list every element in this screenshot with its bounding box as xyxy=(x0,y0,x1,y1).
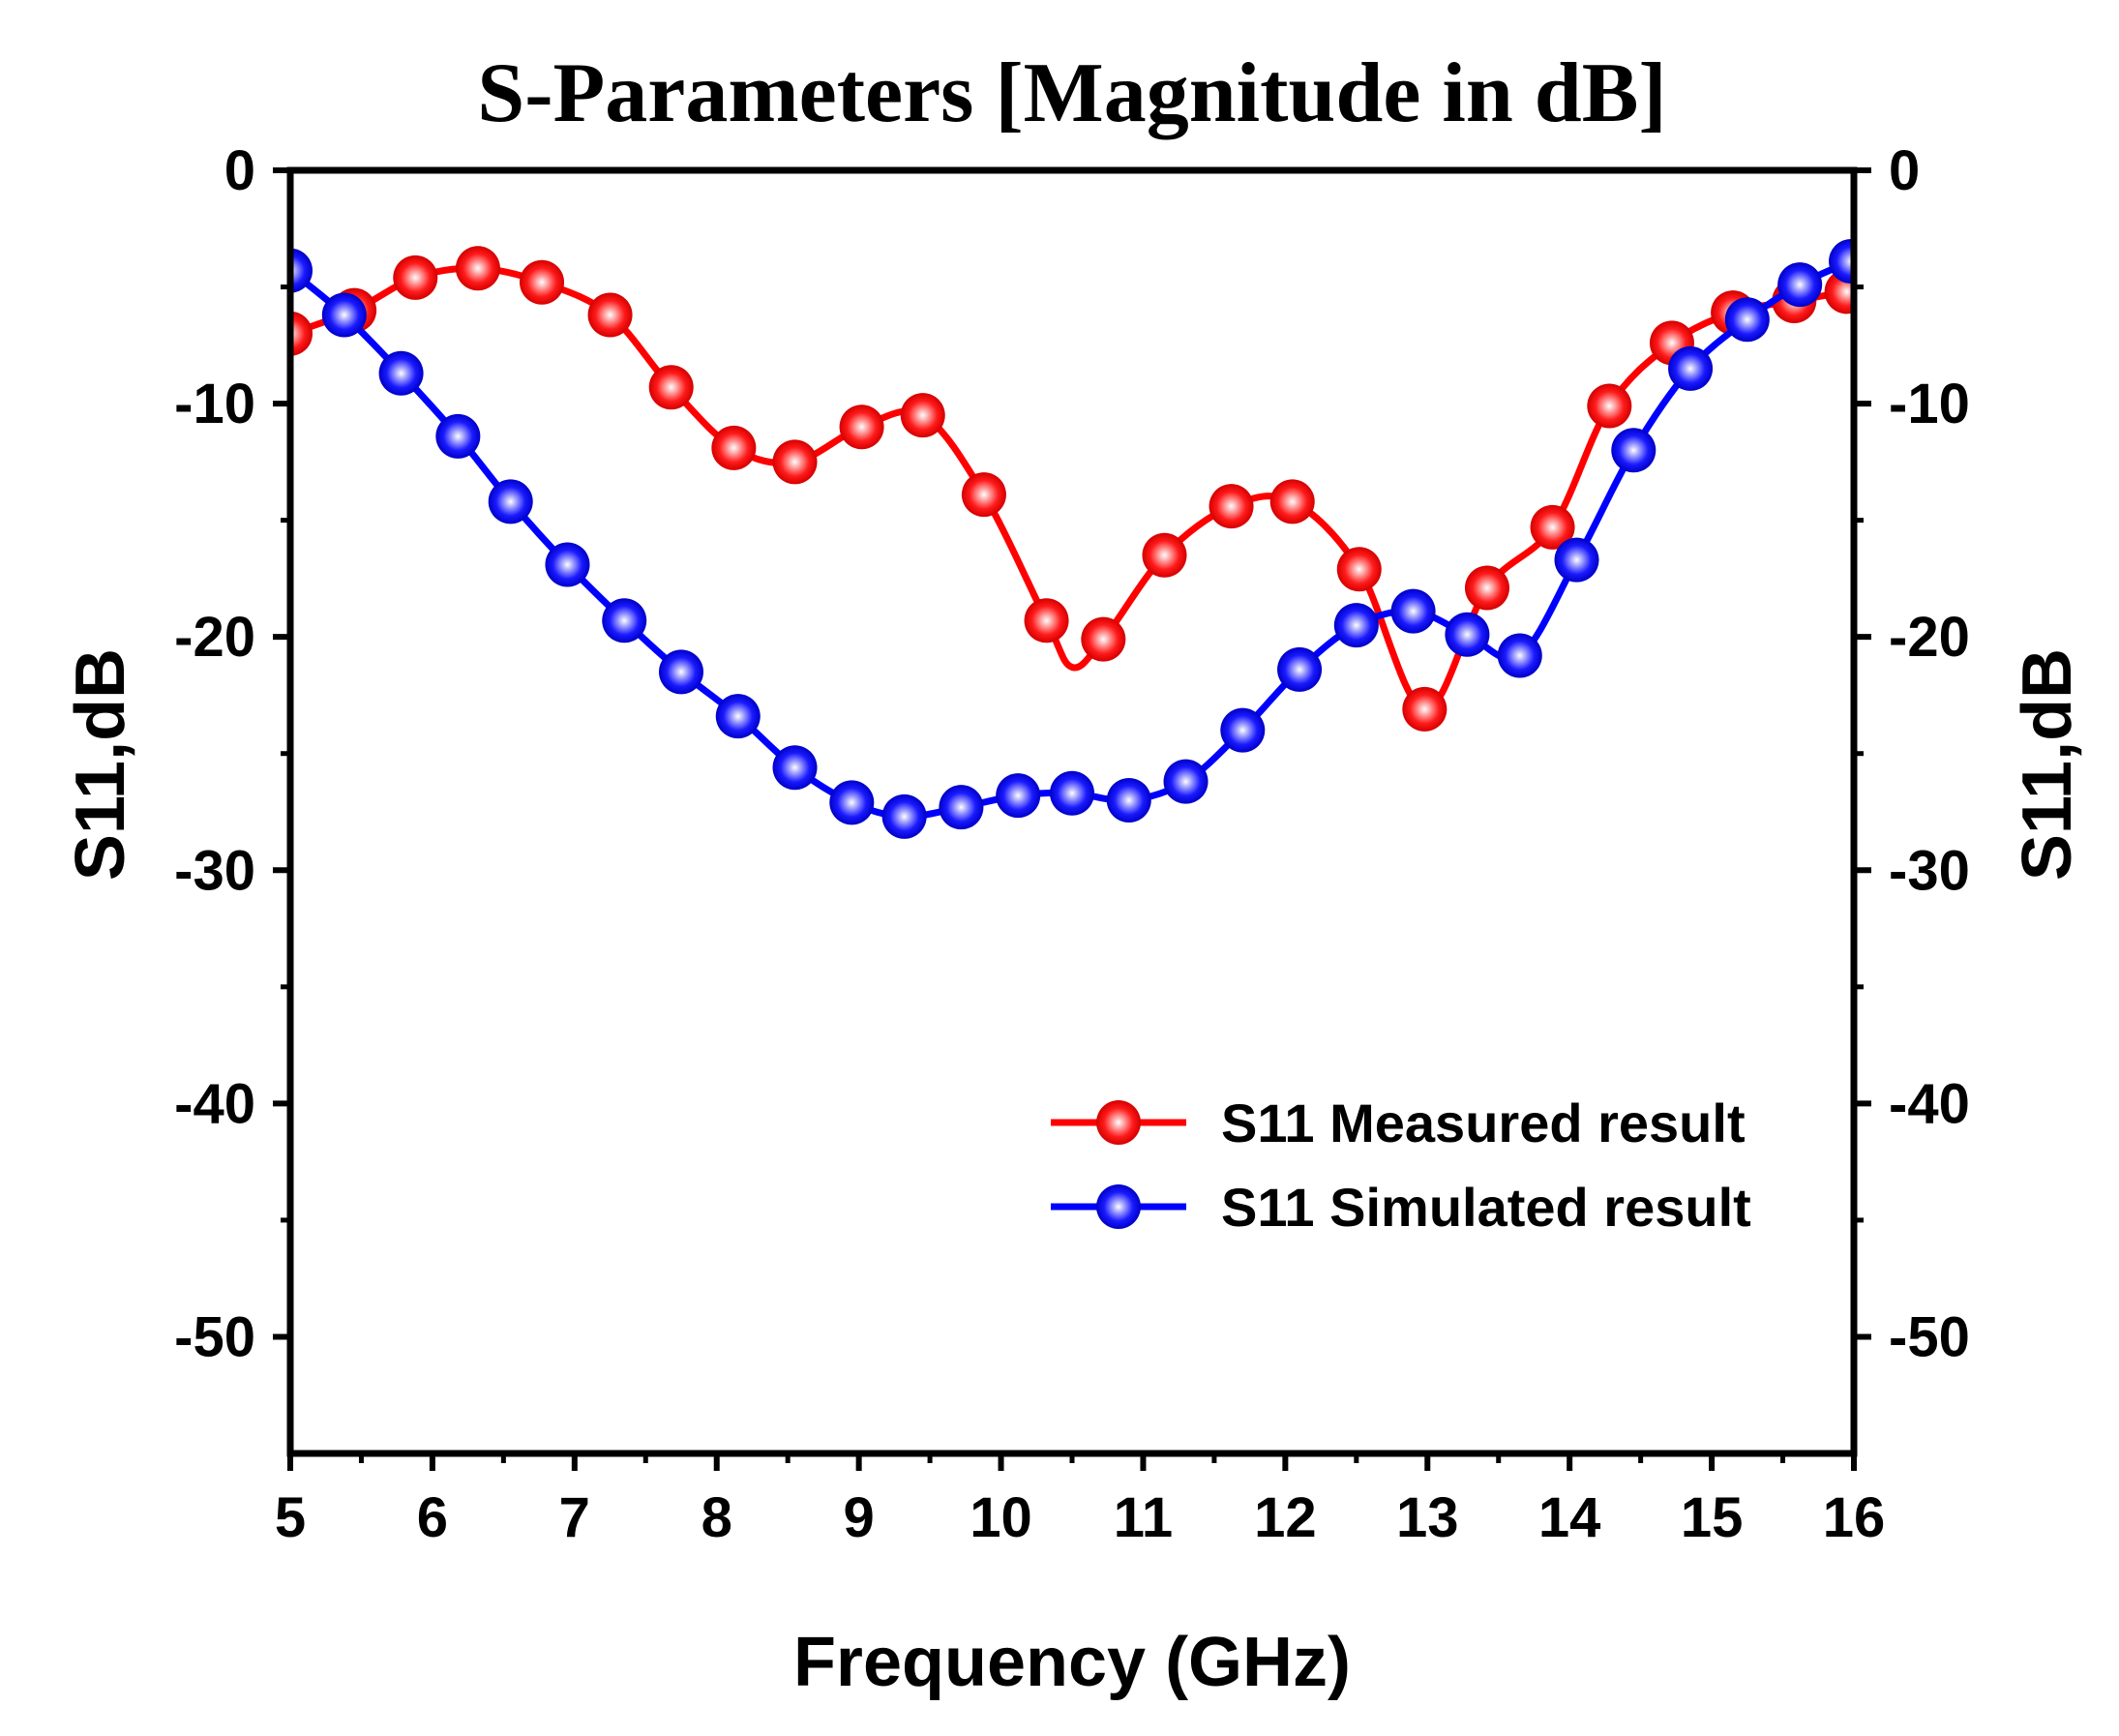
x-tick-label: 10 xyxy=(970,1486,1032,1549)
data-point-measured xyxy=(290,311,313,356)
data-point-measured xyxy=(900,393,945,438)
series-layer xyxy=(290,239,1854,839)
x-tick-label: 12 xyxy=(1254,1486,1317,1549)
data-point-simulated xyxy=(545,542,590,587)
data-point-simulated xyxy=(1277,646,1323,692)
data-point-simulated xyxy=(1611,428,1656,473)
x-tick-label: 6 xyxy=(417,1486,448,1549)
data-point-simulated xyxy=(1724,297,1770,343)
data-point-simulated xyxy=(829,780,875,825)
data-point-measured xyxy=(1081,616,1126,662)
data-point-simulated xyxy=(939,785,984,830)
data-point-simulated xyxy=(715,694,761,739)
data-point-measured xyxy=(1530,504,1575,550)
data-point-simulated xyxy=(1554,537,1599,583)
data-point-measured xyxy=(455,246,500,291)
x-tick-label: 11 xyxy=(1114,1486,1173,1549)
y-tick-label-right: -50 xyxy=(1889,1305,1970,1368)
data-point-measured xyxy=(1402,686,1447,732)
data-point-measured xyxy=(1464,565,1509,611)
x-tick-label: 9 xyxy=(844,1486,875,1549)
y-tick-label-right: 0 xyxy=(1889,139,1920,202)
data-point-simulated xyxy=(1829,239,1854,284)
data-point-measured xyxy=(772,439,818,485)
x-tick-label: 14 xyxy=(1538,1486,1601,1549)
y-tick-label-left: -10 xyxy=(174,373,255,435)
data-point-measured xyxy=(711,425,757,470)
data-point-simulated xyxy=(1220,707,1266,753)
x-axis-label: Frequency (GHz) xyxy=(793,1624,1351,1701)
data-point-measured xyxy=(839,404,884,450)
x-tick-label: 16 xyxy=(1823,1486,1886,1549)
data-point-measured xyxy=(520,259,565,305)
data-point-simulated xyxy=(996,773,1041,819)
data-point-measured xyxy=(1587,383,1632,429)
data-point-simulated xyxy=(881,793,927,839)
y-tick-label-right: -20 xyxy=(1889,606,1970,669)
data-point-simulated xyxy=(772,745,818,791)
x-tick-label: 7 xyxy=(559,1486,590,1549)
legend-marker-simulated xyxy=(1096,1184,1141,1229)
data-point-simulated xyxy=(1668,345,1714,391)
y-axis-label-left: S11,dB xyxy=(62,648,139,881)
y-tick-label-right: -30 xyxy=(1889,839,1970,902)
y-tick-label-left: -40 xyxy=(174,1072,255,1135)
data-point-simulated xyxy=(659,649,703,695)
legend-label-simulated: S11 Simulated result xyxy=(1221,1177,1751,1238)
x-tick-label: 5 xyxy=(275,1486,306,1549)
y-tick-label-left: 0 xyxy=(224,139,255,202)
data-point-simulated xyxy=(321,292,367,338)
data-point-measured xyxy=(961,472,1006,518)
data-point-simulated xyxy=(1333,603,1379,648)
data-point-simulated xyxy=(1445,612,1490,657)
data-point-simulated xyxy=(378,350,424,396)
y-tick-label-left: -20 xyxy=(174,606,255,669)
x-tick-label: 8 xyxy=(701,1486,732,1549)
data-point-simulated xyxy=(435,413,481,459)
data-point-measured xyxy=(1336,547,1382,592)
data-point-measured xyxy=(393,254,438,300)
data-point-measured xyxy=(648,365,694,410)
data-point-simulated xyxy=(1106,777,1151,823)
data-point-simulated xyxy=(1163,759,1209,804)
y-tick-label-left: -30 xyxy=(174,839,255,902)
data-point-measured xyxy=(1142,532,1187,578)
data-point-simulated xyxy=(1050,770,1094,816)
x-tick-label: 15 xyxy=(1681,1486,1744,1549)
chart-title: S-Parameters [Magnitude in dB] xyxy=(477,46,1666,140)
y-tick-label-left: -50 xyxy=(174,1305,255,1368)
data-point-measured xyxy=(1269,479,1315,524)
axes: 5 6 7 8 9 10 11 12 13 14 15 16 0 0 -10 -10 -20 -20 -30 -30 -… xyxy=(174,139,1970,1549)
legend: S11 Measured result S11 Simulated result xyxy=(1051,1092,1751,1238)
legend-label-measured: S11 Measured result xyxy=(1221,1092,1746,1153)
data-point-measured xyxy=(1024,598,1069,644)
data-point-simulated xyxy=(290,248,313,293)
series-line-simulated xyxy=(290,257,1854,821)
data-point-simulated xyxy=(1497,633,1542,678)
data-point-simulated xyxy=(1777,262,1823,308)
data-point-measured xyxy=(587,292,633,338)
y-axis-label-right: S11,dB xyxy=(2009,648,2086,881)
y-tick-label-right: -40 xyxy=(1889,1072,1970,1135)
data-point-simulated xyxy=(602,598,647,644)
x-tick-label: 13 xyxy=(1396,1486,1459,1549)
data-point-measured xyxy=(1209,484,1254,529)
data-point-simulated xyxy=(488,479,533,524)
data-point-simulated xyxy=(1390,588,1436,634)
legend-marker-measured xyxy=(1096,1100,1141,1145)
y-tick-label-right: -10 xyxy=(1889,373,1970,435)
